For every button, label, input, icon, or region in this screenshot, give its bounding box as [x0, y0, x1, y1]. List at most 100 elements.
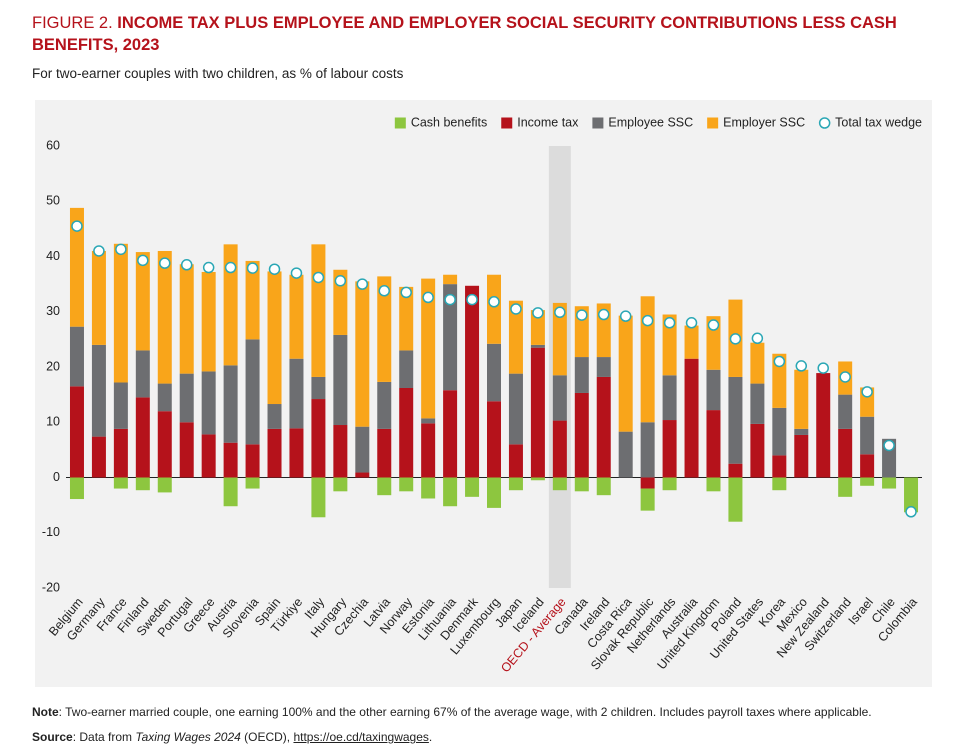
total-tax-wedge-marker — [905, 506, 917, 518]
bar-segment — [333, 334, 348, 426]
note-line: Note: Two-earner married couple, one ear… — [32, 705, 872, 719]
bar-segment — [355, 472, 370, 478]
bar-segment — [245, 260, 260, 340]
chart: -20-100102030405060BelgiumGermanyFranceF… — [35, 100, 932, 687]
bar-segment — [662, 477, 677, 491]
bar-segment — [552, 420, 567, 478]
note-label: Note — [32, 705, 59, 719]
legend-label: Employer SSC — [723, 115, 805, 129]
total-tax-wedge-marker — [773, 355, 786, 368]
bar-segment — [574, 392, 589, 478]
bar-segment — [465, 285, 480, 478]
y-tick-label: 30 — [46, 304, 60, 318]
bar-segment — [135, 350, 150, 398]
bar-segment — [421, 418, 436, 424]
source-text: (OECD), — [240, 730, 294, 744]
bar-segment — [530, 310, 545, 345]
bar-segment — [113, 428, 128, 478]
bar-segment — [443, 284, 458, 391]
bar-segment — [113, 382, 128, 429]
bar-segment — [443, 274, 458, 285]
bar-segment — [574, 477, 589, 492]
bar-segment — [706, 410, 721, 478]
bar-segment — [618, 431, 633, 478]
bar-segment — [838, 428, 853, 478]
bar-segment — [596, 477, 611, 496]
bar-segment — [311, 477, 326, 518]
legend-label: Income tax — [517, 115, 579, 129]
bar-segment — [508, 444, 523, 478]
total-tax-wedge-marker — [554, 306, 566, 319]
bar-segment — [530, 344, 545, 348]
bar-segment — [421, 423, 436, 478]
bar-segment — [135, 252, 150, 351]
bar-segment — [706, 477, 721, 492]
bar-segment — [684, 358, 699, 478]
bar-segment — [487, 274, 501, 344]
bar-segment — [487, 477, 501, 508]
total-tax-wedge-marker — [268, 263, 281, 275]
bar-segment — [333, 269, 348, 335]
total-tax-wedge-marker — [378, 285, 391, 297]
bar-segment — [662, 314, 677, 376]
bar-segment — [377, 428, 392, 478]
bar-segment — [377, 381, 392, 429]
bar-segment — [772, 407, 787, 456]
bar-segment — [728, 477, 743, 522]
bar-segment — [662, 420, 677, 478]
bar-segment — [772, 477, 787, 491]
bar-segment — [487, 401, 501, 478]
total-tax-wedge-marker — [707, 319, 720, 331]
legend-swatch — [818, 117, 831, 129]
bar-segment — [574, 357, 589, 393]
bar-segment — [201, 371, 216, 435]
bar-segment — [267, 404, 282, 429]
total-tax-wedge-marker — [839, 371, 851, 383]
total-tax-wedge-marker — [619, 310, 632, 322]
total-tax-wedge-marker — [751, 332, 764, 345]
bar-segment — [201, 271, 216, 372]
total-tax-wedge-marker — [137, 254, 149, 267]
figure-label: FIGURE 2. — [32, 14, 113, 32]
total-tax-wedge-marker — [93, 245, 105, 257]
y-tick-label: 60 — [46, 138, 60, 152]
bar-segment — [157, 477, 172, 493]
source-text: : Data from — [72, 730, 136, 744]
bar-segment — [640, 296, 655, 423]
bar-segment — [311, 244, 326, 377]
y-tick-label: 50 — [46, 194, 60, 208]
y-tick-label: -10 — [42, 525, 60, 539]
bar-segment — [267, 428, 282, 478]
bar-segment — [311, 399, 326, 478]
bar-segment — [860, 454, 875, 478]
total-tax-wedge-marker — [356, 278, 369, 290]
bar-segment — [552, 477, 567, 491]
bar-segment — [838, 394, 853, 429]
bar-segment — [860, 477, 875, 486]
legend-label: Cash benefits — [411, 115, 487, 129]
bar-segment — [421, 278, 436, 419]
bar-segment — [772, 455, 787, 478]
bar-segment — [91, 436, 106, 478]
bar-segment — [706, 369, 721, 411]
bar-segment — [223, 244, 238, 366]
bar-segment — [530, 347, 545, 478]
total-tax-wedge-marker — [510, 303, 522, 315]
legend-swatch — [394, 117, 406, 129]
bar-segment — [399, 350, 414, 388]
total-tax-wedge-marker — [312, 271, 325, 284]
bar-segment — [179, 264, 194, 374]
source-link[interactable]: https://oe.cd/taxingwages — [293, 730, 429, 744]
bar-segment — [728, 463, 743, 478]
bar-segment — [750, 342, 765, 384]
total-tax-wedge-marker — [861, 386, 873, 398]
bar-segment — [69, 207, 84, 327]
legend-swatch — [501, 117, 513, 129]
legend-swatch — [592, 117, 604, 129]
total-tax-wedge-marker — [290, 267, 303, 279]
total-tax-wedge-marker — [729, 333, 742, 345]
bar-segment — [91, 250, 106, 345]
bar-segment — [508, 477, 523, 491]
y-tick-label: 20 — [46, 359, 60, 373]
